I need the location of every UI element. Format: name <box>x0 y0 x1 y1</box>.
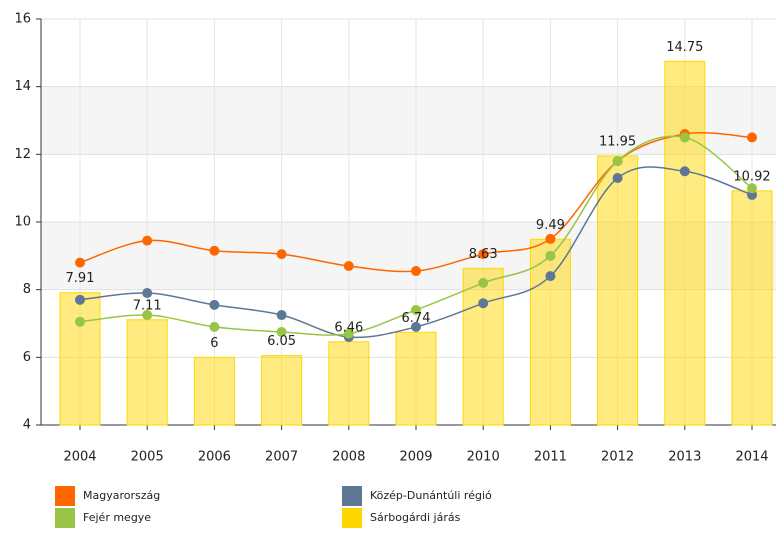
point <box>276 249 287 260</box>
x-tick-label: 2012 <box>601 450 634 465</box>
legend-swatch <box>55 486 75 506</box>
point <box>343 328 354 339</box>
point <box>209 299 220 310</box>
legend-label: Fejér megye <box>83 511 151 524</box>
point <box>276 326 287 337</box>
point <box>142 310 153 321</box>
legend-label: Magyarország <box>83 489 160 502</box>
data-label: 14.75 <box>666 40 703 55</box>
point <box>679 166 690 177</box>
point <box>411 266 421 277</box>
plot-band <box>41 86 776 155</box>
x-tick-label: 2014 <box>735 450 768 465</box>
point <box>545 271 556 282</box>
data-label: 11.95 <box>599 135 636 150</box>
data-label: 6.46 <box>334 320 363 335</box>
y-tick-label: 4 <box>23 418 31 433</box>
legend-swatch <box>342 486 362 506</box>
bar <box>126 319 168 426</box>
x-tick-label: 2008 <box>332 450 365 465</box>
legend-label: Közép-Dunántúli régió <box>370 489 492 502</box>
y-tick-label: 10 <box>14 215 31 230</box>
bar <box>261 355 303 426</box>
bar <box>193 356 235 426</box>
point <box>209 245 220 256</box>
data-label: 6.05 <box>267 334 296 349</box>
bar <box>731 190 773 426</box>
y-tick-label: 8 <box>23 282 31 297</box>
y-tick-label: 14 <box>14 79 31 94</box>
point <box>75 316 85 327</box>
bar <box>395 331 437 426</box>
point <box>478 277 489 288</box>
point <box>612 156 623 167</box>
point <box>679 132 690 143</box>
point <box>75 294 85 305</box>
point <box>75 257 85 268</box>
bar <box>664 60 706 426</box>
bar <box>462 267 504 426</box>
legend-swatch <box>342 508 362 528</box>
point <box>478 249 489 260</box>
x-tick-label: 2011 <box>534 450 567 465</box>
point <box>545 233 556 244</box>
x-tick-label: 2006 <box>198 450 231 465</box>
data-label: 7.91 <box>66 271 95 286</box>
data-label: 6.74 <box>402 311 431 326</box>
legend-swatch <box>55 508 75 528</box>
point <box>343 260 354 271</box>
y-tick-label: 6 <box>23 350 31 365</box>
data-label: 7.11 <box>133 298 162 313</box>
bar <box>59 292 101 426</box>
bar <box>328 341 370 426</box>
point <box>142 288 153 299</box>
plot-band <box>41 222 776 290</box>
point <box>209 321 220 332</box>
bar <box>529 238 571 426</box>
x-tick-label: 2010 <box>467 450 500 465</box>
x-tick-label: 2009 <box>399 450 432 465</box>
bar <box>597 155 639 426</box>
point <box>545 250 556 261</box>
x-tick-label: 2013 <box>668 450 701 465</box>
x-tick-label: 2007 <box>265 450 298 465</box>
y-tick-label: 16 <box>14 12 31 27</box>
point <box>276 310 287 321</box>
point <box>612 173 623 184</box>
point <box>142 235 153 246</box>
point <box>411 304 421 315</box>
point <box>411 321 421 332</box>
point <box>747 132 757 143</box>
legend-label: Sárbogárdi járás <box>370 511 461 524</box>
point <box>747 183 757 194</box>
data-label: 10.92 <box>733 169 770 184</box>
x-tick-label: 2005 <box>131 450 164 465</box>
data-label: 9.49 <box>536 218 565 233</box>
point <box>478 298 489 309</box>
y-tick-label: 12 <box>14 147 31 162</box>
data-label: 8.63 <box>469 247 498 262</box>
x-tick-label: 2004 <box>63 450 96 465</box>
data-label: 6 <box>210 336 218 351</box>
